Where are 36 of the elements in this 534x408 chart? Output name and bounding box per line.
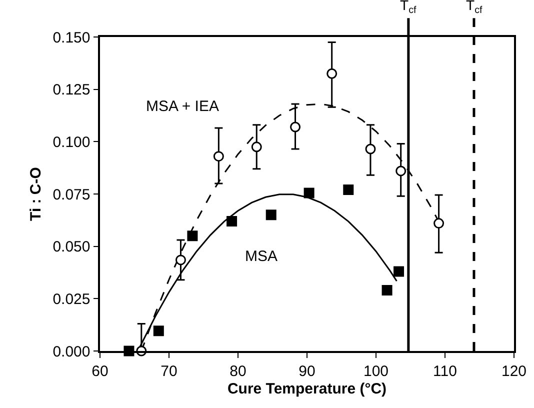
y-tick-label: 0.075 [52, 186, 90, 204]
y-tick-label: 0.150 [52, 29, 90, 46]
point [394, 266, 404, 277]
point [343, 184, 354, 196]
point [326, 68, 338, 79]
point [175, 254, 186, 266]
point [266, 210, 276, 220]
y-tick-label: 0.125 [52, 82, 90, 99]
point [213, 151, 224, 162]
point [153, 326, 164, 336]
point [187, 230, 198, 242]
x-tick-label: 120 [501, 362, 527, 380]
x-tick-label: 80 [230, 362, 246, 380]
point [434, 218, 444, 229]
point [304, 188, 314, 198]
annotation: MSA [245, 248, 278, 265]
y-tick-label: 0.025 [52, 290, 90, 308]
annotation: MSA + IEA [146, 98, 219, 115]
ref-line-label: T$_{cf}$ [400, 0, 416, 16]
x-tick-label: 90 [298, 362, 316, 380]
x-tick-label: 100 [363, 362, 389, 380]
point [251, 142, 262, 152]
point [365, 144, 376, 154]
point [396, 166, 406, 176]
y-tick-label: 0.100 [52, 134, 90, 151]
y-tick-label: 0.000 [52, 343, 90, 360]
x-tick-label: 70 [160, 362, 178, 380]
ref-line-label: T$_{cf}$ [466, 0, 482, 16]
x-tick-label: 60 [92, 362, 108, 380]
point [382, 285, 392, 296]
y-axis-title: Ti : C-O [27, 166, 44, 221]
x-axis-title: Cure Temperature (°C) [227, 380, 387, 398]
point [290, 122, 301, 132]
point [226, 216, 238, 226]
y-tick-label: 0.050 [52, 238, 90, 256]
x-tick-label: 110 [433, 362, 457, 380]
